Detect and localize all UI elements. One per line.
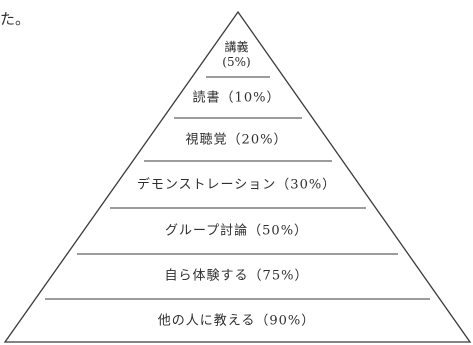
- tier-reading-label: 読書（10%）: [192, 90, 281, 106]
- tier-audiovisual-label: 視聴覚（20%）: [185, 132, 288, 148]
- tier-practice-by-doing-label: 自ら体験する（75%）: [164, 268, 309, 284]
- preceding-text-fragment: た。: [0, 10, 31, 28]
- tier-lecture-name: 講義: [224, 40, 249, 54]
- tier-teaching-others-label: 他の人に教える（90%）: [157, 313, 316, 329]
- tier-group-discussion-label: グループ討論（50%）: [164, 223, 309, 239]
- pyramid-outline: [3, 10, 472, 343]
- tier-lecture-percent: (5%): [222, 55, 251, 69]
- tier-lecture-label: 講義 (5%): [0, 40, 473, 70]
- tier-demonstration-label: デモンストレーション（30%）: [136, 177, 337, 193]
